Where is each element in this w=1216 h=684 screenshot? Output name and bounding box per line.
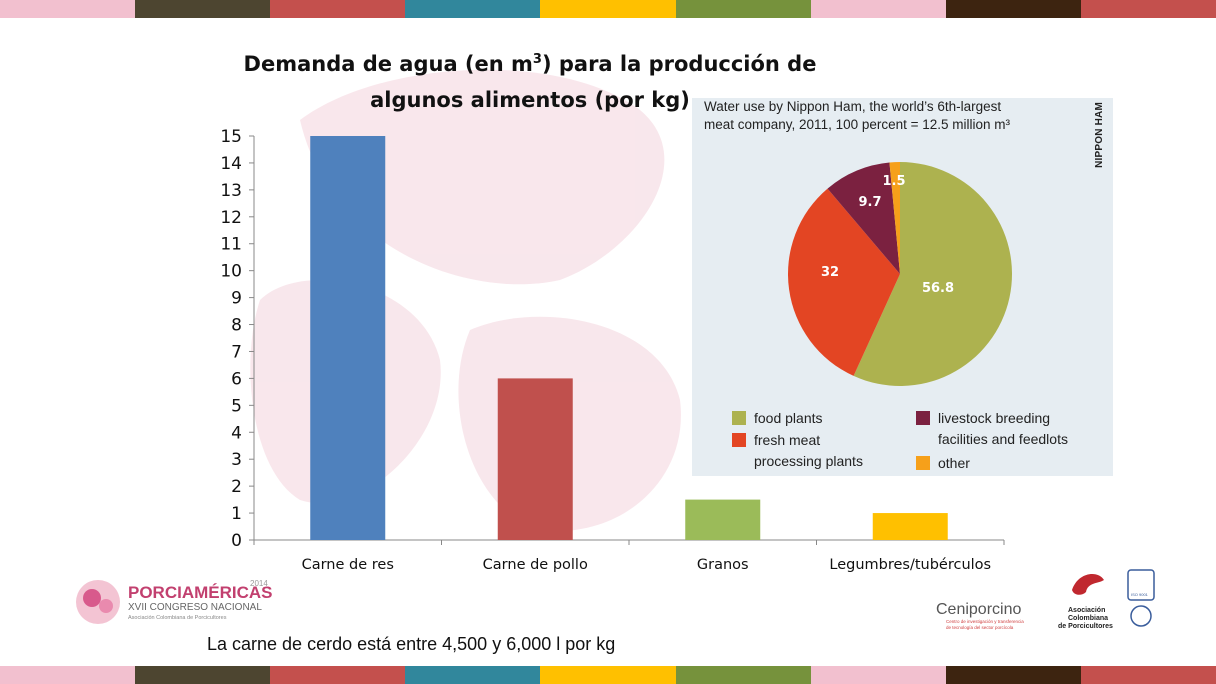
top-stripe-segment [810, 0, 946, 18]
pie-slice-food [853, 162, 1012, 386]
legend-swatch-fresh-meat [732, 433, 746, 447]
chart-title: Demanda de agua (en m3) para la producci… [230, 42, 830, 118]
x-category-label: Carne de res [302, 557, 394, 573]
porciamericas-logo-pig [83, 589, 101, 607]
legend-swatch-food-plants [732, 411, 746, 425]
pie-slice-fresh [788, 188, 900, 376]
x-category-label: Carne de pollo [483, 557, 588, 573]
y-tick-label: 15 [220, 127, 242, 147]
y-tick-label: 14 [220, 154, 242, 174]
top-stripe-segment [135, 0, 271, 18]
pie-slice-other [889, 162, 900, 274]
y-tick-label: 2 [231, 477, 242, 497]
pie-chart-heading: Water use by Nippon Ham, the world’s 6th… [704, 98, 1010, 134]
pie-heading-line2: meat company, 2011, 100 percent = 12.5 m… [704, 117, 1011, 132]
porciamericas-year: 2014 [250, 579, 268, 588]
y-tick-label: 4 [231, 423, 242, 443]
legend-swatch-other [916, 456, 930, 470]
pie-slice-value-label: 32 [821, 265, 839, 280]
pie-heading-line1: Water use by Nippon Ham, the world’s 6th… [704, 99, 1002, 114]
bottom-stripe-segment [0, 666, 136, 684]
chart-title-part1: Demanda de agua (en m [243, 52, 533, 76]
pie-chart-panel: Water use by Nippon Ham, the world’s 6th… [692, 98, 1113, 476]
asociacion-line3: de Porcicultores [1058, 623, 1113, 630]
bottom-stripe-segment [675, 666, 811, 684]
top-stripe-segment [0, 0, 136, 18]
chart-title-line2: algunos alimentos (por kg) [370, 88, 690, 112]
bar-carne-de-pollo [497, 378, 573, 540]
top-stripe-segment [270, 0, 406, 18]
y-tick-label: 6 [231, 369, 242, 389]
top-stripe-segment [945, 0, 1081, 18]
pie-chart: 56.8 32 9.71.5 [788, 162, 1012, 386]
ceniporcino-small-2: de tecnología del sector porcícola [946, 625, 1014, 630]
asociacion-colombiana-logo: Asociación Colombiana de Porcicultores I… [1058, 569, 1155, 630]
y-tick-label: 11 [220, 235, 242, 255]
legend-fresh-meat-line2: processing plants [754, 453, 863, 469]
porciamericas-name: PORCIAMÉRICAS [128, 583, 273, 602]
pie-slice-livestock [827, 162, 900, 274]
top-stripe-bar [0, 0, 1216, 18]
top-stripe-segment [1080, 0, 1216, 18]
y-tick-label: 3 [231, 450, 242, 470]
top-stripe-segment [405, 0, 541, 18]
pie-slice-value-label: 9.7 [858, 195, 881, 210]
legend-label-fresh-meat: fresh meat processing plants [754, 430, 863, 472]
legend-label-food-plants: food plants [754, 410, 823, 426]
footer-note: La carne de cerdo está entre 4,500 y 6,0… [207, 634, 616, 654]
bottom-stripe-segment [270, 666, 406, 684]
ceniporcino-logo: Ceniporcino Centro de investigación y tr… [936, 601, 1024, 630]
bottom-stripe-segment [405, 666, 541, 684]
asociacion-line2: Colombiana [1068, 615, 1108, 622]
chart-title-part2: ) para la producción de [541, 52, 817, 76]
bar-granos [685, 499, 761, 540]
bottom-stripe-segment [945, 666, 1081, 684]
pie-slice-value-label: 56.8 [922, 281, 954, 296]
y-tick-label: 7 [231, 342, 242, 362]
porciamericas-subtitle: XVII CONGRESO NACIONAL [128, 602, 262, 613]
top-stripe-segment [675, 0, 811, 18]
porciamericas-logo-shape [99, 599, 113, 613]
iso-certification-badge [1127, 569, 1155, 601]
y-tick-label: 13 [220, 181, 242, 201]
y-tick-label: 12 [220, 208, 242, 228]
secondary-certification-badge [1130, 605, 1152, 627]
iso-badge-label: ISO 9001 [1131, 592, 1149, 597]
top-stripe-segment [540, 0, 676, 18]
bottom-stripe-bar [0, 666, 1216, 684]
bar-carne-de-res [310, 136, 386, 540]
bottom-stripe-segment [1080, 666, 1216, 684]
pie-slice-value-label: 1.5 [882, 174, 905, 189]
ceniporcino-small-1: Centro de investigación y transferencia [946, 619, 1024, 624]
y-tick-label: 0 [231, 531, 242, 551]
x-category-label: Granos [697, 557, 749, 573]
legend-label-other: other [938, 455, 970, 471]
y-tick-label: 1 [231, 504, 242, 524]
chart-title-superscript: 3 [532, 52, 542, 67]
porciamericas-logo: 2014 PORCIAMÉRICAS XVII CONGRESO NACIONA… [76, 579, 273, 624]
porciamericas-small: Asociación Colombiana de Porcicultores [128, 615, 227, 621]
bar-legumbres-tub-rculos [872, 513, 948, 540]
asociacion-logo-mark [1072, 574, 1104, 595]
bottom-stripe-segment [810, 666, 946, 684]
ceniporcino-name: Ceniporcino [936, 601, 1021, 618]
bottom-stripe-segment [135, 666, 271, 684]
y-tick-label: 9 [231, 289, 242, 309]
x-category-label: Legumbres/tubérculos [829, 557, 991, 573]
bottom-stripe-segment [540, 666, 676, 684]
legend-livestock-line2: facilities and feedlots [938, 431, 1068, 447]
legend-swatch-livestock [916, 411, 930, 425]
y-tick-label: 8 [231, 316, 242, 336]
y-tick-label: 5 [231, 396, 242, 416]
y-tick-label: 10 [220, 262, 242, 282]
legend-label-livestock: livestock breeding facilities and feedlot… [938, 408, 1068, 450]
asociacion-line1: Asociación [1068, 607, 1105, 614]
legend-livestock-line1: livestock breeding [938, 410, 1051, 426]
legend-fresh-meat-line1: fresh meat [754, 432, 821, 448]
